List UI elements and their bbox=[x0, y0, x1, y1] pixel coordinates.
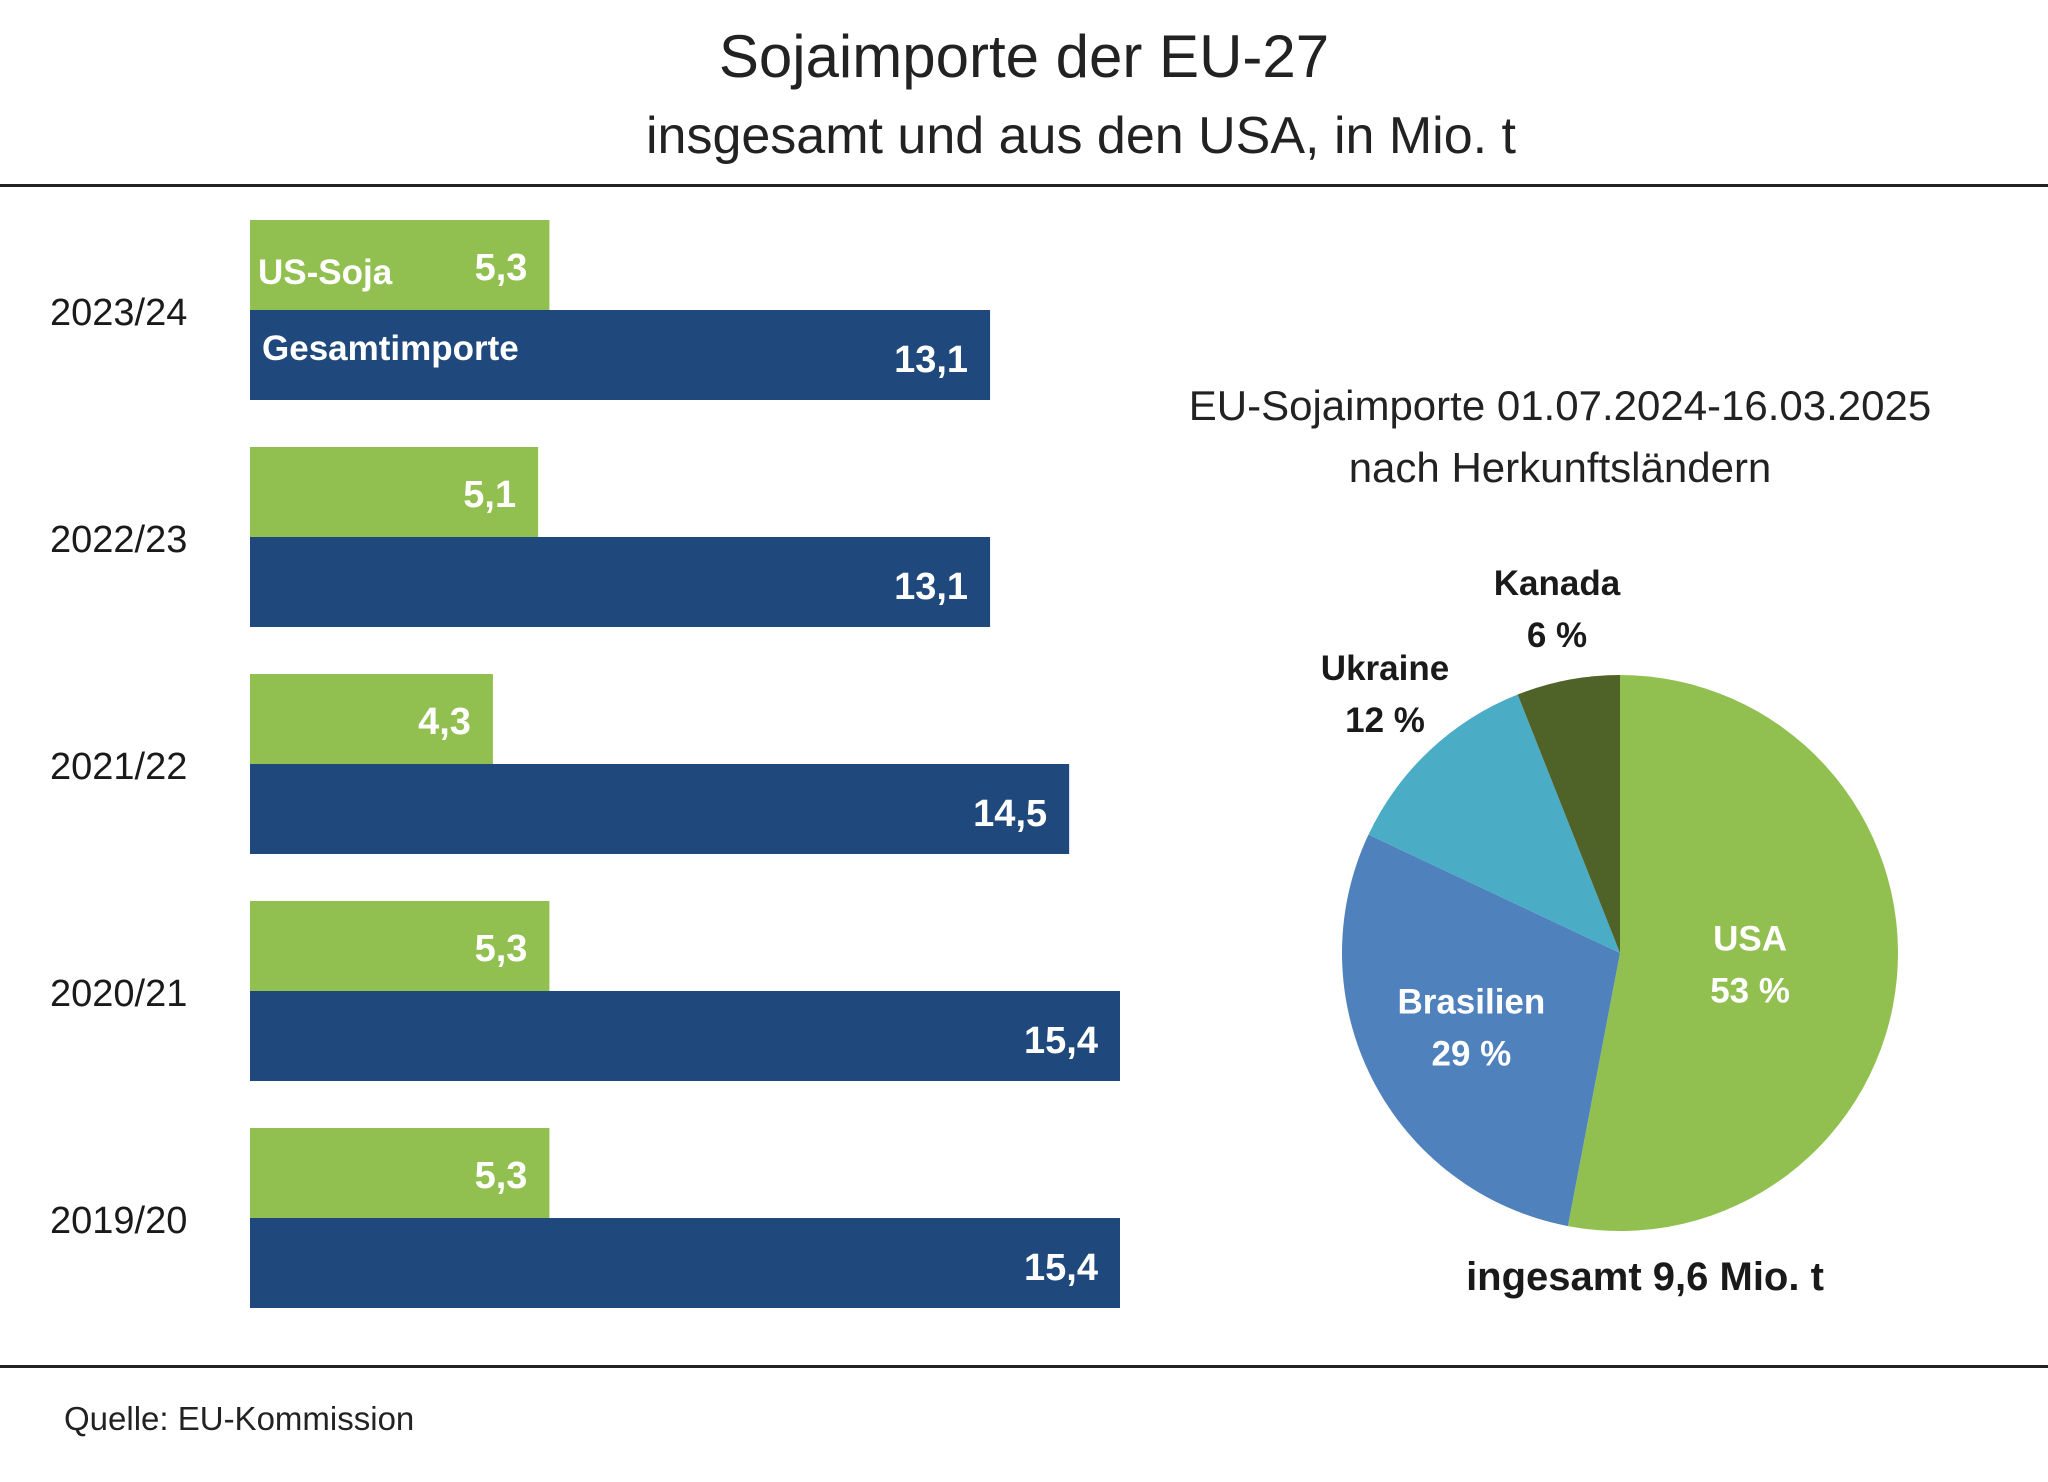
pie-title: EU-Sojaimporte 01.07.2024-16.03.2025 bbox=[1189, 382, 1932, 429]
category-label: 2019/20 bbox=[50, 1200, 187, 1242]
data-label-us-soja: 5,1 bbox=[463, 474, 516, 516]
pie-slice-ukraine bbox=[1368, 694, 1620, 953]
data-label-gesamtimporte: 14,5 bbox=[973, 793, 1047, 835]
pie-value-ukraine: 12 % bbox=[1345, 701, 1425, 740]
bar-us-soja bbox=[250, 1128, 550, 1218]
pie-value-brasilien: 29 % bbox=[1431, 1035, 1511, 1074]
bar-gesamtimporte bbox=[250, 310, 991, 400]
bar-gesamtimporte bbox=[250, 1218, 1120, 1308]
data-label-us-soja: 4,3 bbox=[418, 701, 471, 743]
legend-gesamtimporte: Gesamtimporte bbox=[262, 329, 519, 368]
bottom-rule bbox=[0, 1365, 2048, 1368]
pie-label-ukraine: Ukraine bbox=[1321, 649, 1449, 688]
top-rule bbox=[0, 184, 2048, 187]
bar-gesamtimporte bbox=[250, 537, 991, 627]
pie-subtitle: nach Herkunftsländern bbox=[1349, 444, 1772, 491]
data-label-us-soja: 5,3 bbox=[475, 247, 528, 289]
bar-gesamtimporte bbox=[250, 764, 1070, 854]
data-label-gesamtimporte: 15,4 bbox=[1024, 1020, 1098, 1062]
pie-label-brasilien: Brasilien bbox=[1397, 983, 1545, 1022]
pie-total-label: ingesamt 9,6 Mio. t bbox=[1466, 1255, 1824, 1299]
bar-chart: 2023/24 5,3 13,1 US-Soja Gesamtimporte 2022/2… bbox=[50, 220, 1120, 1308]
bar-us-soja bbox=[250, 220, 550, 310]
category-label: 2023/24 bbox=[50, 292, 187, 334]
category-label: 2021/22 bbox=[50, 746, 187, 788]
pie-value-kanada: 6 % bbox=[1527, 616, 1587, 655]
pie-chart: EU-Sojaimporte 01.07.2024-16.03.2025 nach… bbox=[1189, 382, 1932, 1299]
category-label: 2022/23 bbox=[50, 519, 187, 561]
pie-slice-brasilien bbox=[1342, 834, 1620, 1227]
data-label-us-soja: 5,3 bbox=[475, 1155, 528, 1197]
pie-value-usa: 53 % bbox=[1710, 971, 1790, 1010]
page-title: Sojaimporte der EU-27 bbox=[718, 23, 1330, 90]
page-subtitle: insgesamt und aus den USA, in Mio. t bbox=[645, 107, 1516, 165]
data-label-gesamtimporte: 15,4 bbox=[1024, 1247, 1098, 1289]
legend-us-soja: US-Soja bbox=[258, 253, 393, 292]
data-label-gesamtimporte: 13,1 bbox=[894, 339, 968, 381]
bar-us-soja bbox=[250, 447, 539, 537]
source-note: Quelle: EU-Kommission bbox=[64, 1400, 415, 1437]
bar-us-soja bbox=[250, 674, 493, 764]
bar-us-soja bbox=[250, 901, 550, 991]
data-label-us-soja: 5,3 bbox=[475, 928, 528, 970]
bar-gesamtimporte bbox=[250, 991, 1120, 1081]
category-label: 2020/21 bbox=[50, 973, 187, 1015]
pie-label-kanada: Kanada bbox=[1494, 564, 1621, 603]
pie-slice-usa bbox=[1567, 675, 1899, 1231]
pie-slice-kanada bbox=[1517, 675, 1620, 953]
data-label-gesamtimporte: 13,1 bbox=[894, 566, 968, 608]
pie-label-usa: USA bbox=[1713, 919, 1787, 958]
